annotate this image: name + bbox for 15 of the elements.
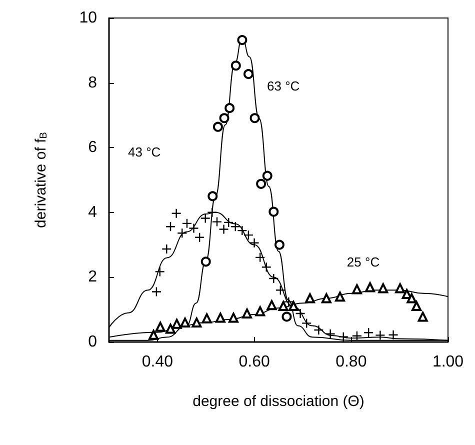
annotation: 25 °C [346,254,380,270]
y-axis-title: derivative of fB [32,132,50,228]
annotation: 43 °C [128,144,161,160]
annotation: 63 °C [267,78,300,94]
x-tick-label: 0.60 [238,354,270,370]
x-axis-title: degree of dissociation (Θ) [192,393,364,410]
x-tick-label: 0.40 [142,354,174,370]
x-tick-label: 1.00 [432,354,464,370]
y-tick-label: 0 [88,334,98,350]
y-tick-label: 4 [88,204,98,221]
y-tick-label: 2 [88,268,98,286]
y-tick-label: 10 [79,10,98,26]
x-tick-label: 0.80 [336,354,367,370]
y-tick-label: 6 [88,139,98,156]
y-tick-label: 8 [88,74,98,92]
